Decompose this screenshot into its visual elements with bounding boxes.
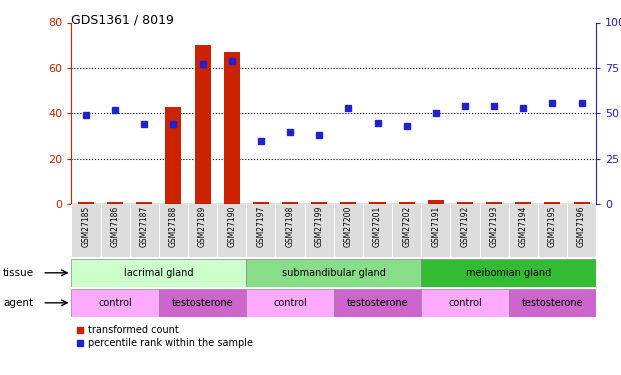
Text: GSM27201: GSM27201 — [373, 206, 382, 247]
Text: meibomian gland: meibomian gland — [466, 268, 551, 278]
Text: control: control — [98, 298, 132, 308]
Text: GSM27198: GSM27198 — [286, 206, 294, 247]
Text: GSM27194: GSM27194 — [519, 206, 528, 248]
Bar — [165, 106, 181, 204]
Bar — [194, 45, 211, 204]
Bar — [282, 202, 298, 204]
Bar — [340, 202, 356, 204]
Bar — [545, 202, 560, 204]
Text: GSM27202: GSM27202 — [402, 206, 411, 247]
Bar — [71, 289, 159, 317]
Text: submandibular gland: submandibular gland — [282, 268, 386, 278]
Bar — [421, 259, 596, 287]
Text: GSM27196: GSM27196 — [577, 206, 586, 248]
Bar — [247, 289, 334, 317]
Text: GSM27195: GSM27195 — [548, 206, 557, 248]
Text: GSM27192: GSM27192 — [461, 206, 469, 247]
Text: GDS1361 / 8019: GDS1361 / 8019 — [71, 13, 175, 26]
Bar — [247, 259, 421, 287]
Bar — [369, 202, 386, 204]
Text: testosterone: testosterone — [347, 298, 409, 308]
Text: agent: agent — [3, 298, 34, 308]
Bar — [311, 202, 327, 204]
Text: GSM27188: GSM27188 — [169, 206, 178, 247]
Text: control: control — [273, 298, 307, 308]
Text: testosterone: testosterone — [522, 298, 583, 308]
Bar — [399, 202, 415, 204]
Bar — [71, 259, 247, 287]
Bar — [421, 289, 509, 317]
Bar — [515, 202, 532, 204]
Bar — [486, 202, 502, 204]
Bar — [574, 202, 589, 204]
Bar — [334, 289, 421, 317]
Bar — [159, 289, 247, 317]
Text: GSM27193: GSM27193 — [489, 206, 499, 248]
Text: GSM27200: GSM27200 — [344, 206, 353, 248]
Text: GSM27190: GSM27190 — [227, 206, 236, 248]
Bar — [78, 202, 94, 204]
Text: GSM27199: GSM27199 — [315, 206, 324, 248]
Legend: transformed count, percentile rank within the sample: transformed count, percentile rank withi… — [76, 326, 253, 348]
Text: GSM27189: GSM27189 — [198, 206, 207, 247]
Bar — [457, 202, 473, 204]
Text: control: control — [448, 298, 482, 308]
Bar — [509, 289, 596, 317]
Bar — [107, 202, 123, 204]
Bar — [224, 52, 240, 204]
Text: testosterone: testosterone — [172, 298, 233, 308]
Text: GSM27197: GSM27197 — [256, 206, 265, 248]
Bar — [253, 202, 269, 204]
Text: tissue: tissue — [3, 268, 34, 278]
Bar — [428, 200, 444, 204]
Text: GSM27187: GSM27187 — [140, 206, 149, 247]
Text: lacrimal gland: lacrimal gland — [124, 268, 194, 278]
Text: GSM27191: GSM27191 — [432, 206, 440, 247]
Bar — [136, 202, 152, 204]
Text: GSM27186: GSM27186 — [111, 206, 120, 247]
Text: GSM27185: GSM27185 — [81, 206, 91, 247]
